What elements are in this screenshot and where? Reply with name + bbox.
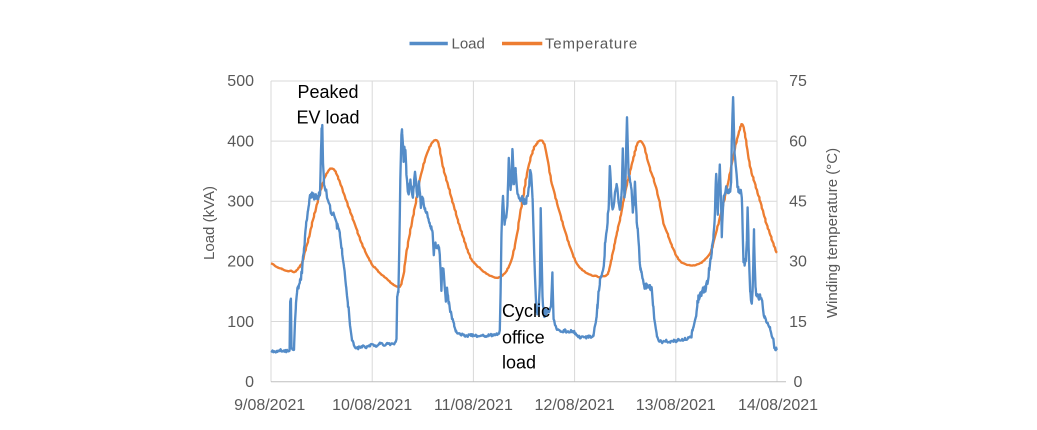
svg-text:Load: Load (452, 36, 485, 53)
svg-text:office: office (502, 327, 545, 347)
svg-text:500: 500 (227, 73, 254, 90)
svg-text:14/08/2021: 14/08/2021 (738, 397, 818, 414)
svg-text:13/08/2021: 13/08/2021 (636, 397, 716, 414)
svg-text:Cyclic: Cyclic (502, 301, 550, 321)
svg-text:10/08/2021: 10/08/2021 (332, 397, 412, 414)
svg-text:45: 45 (789, 194, 807, 211)
svg-text:300: 300 (227, 194, 254, 211)
svg-text:0: 0 (794, 374, 803, 391)
svg-text:load: load (502, 353, 536, 373)
svg-text:400: 400 (227, 133, 254, 150)
svg-text:Peaked: Peaked (297, 82, 358, 102)
svg-text:EV load: EV load (296, 108, 359, 128)
svg-text:200: 200 (227, 254, 254, 271)
svg-text:15: 15 (789, 314, 807, 331)
svg-text:75: 75 (789, 73, 807, 90)
svg-text:Temperature: Temperature (545, 36, 638, 53)
svg-text:12/08/2021: 12/08/2021 (535, 397, 615, 414)
svg-text:9/08/2021: 9/08/2021 (234, 397, 305, 414)
svg-text:30: 30 (789, 254, 807, 271)
svg-text:Load (kVA): Load (kVA) (201, 186, 218, 260)
svg-text:Winding temperature (°C): Winding temperature (°C) (824, 148, 841, 318)
svg-text:11/08/2021: 11/08/2021 (434, 397, 513, 414)
svg-text:100: 100 (227, 314, 254, 331)
svg-text:0: 0 (245, 374, 254, 391)
svg-text:60: 60 (789, 133, 807, 150)
